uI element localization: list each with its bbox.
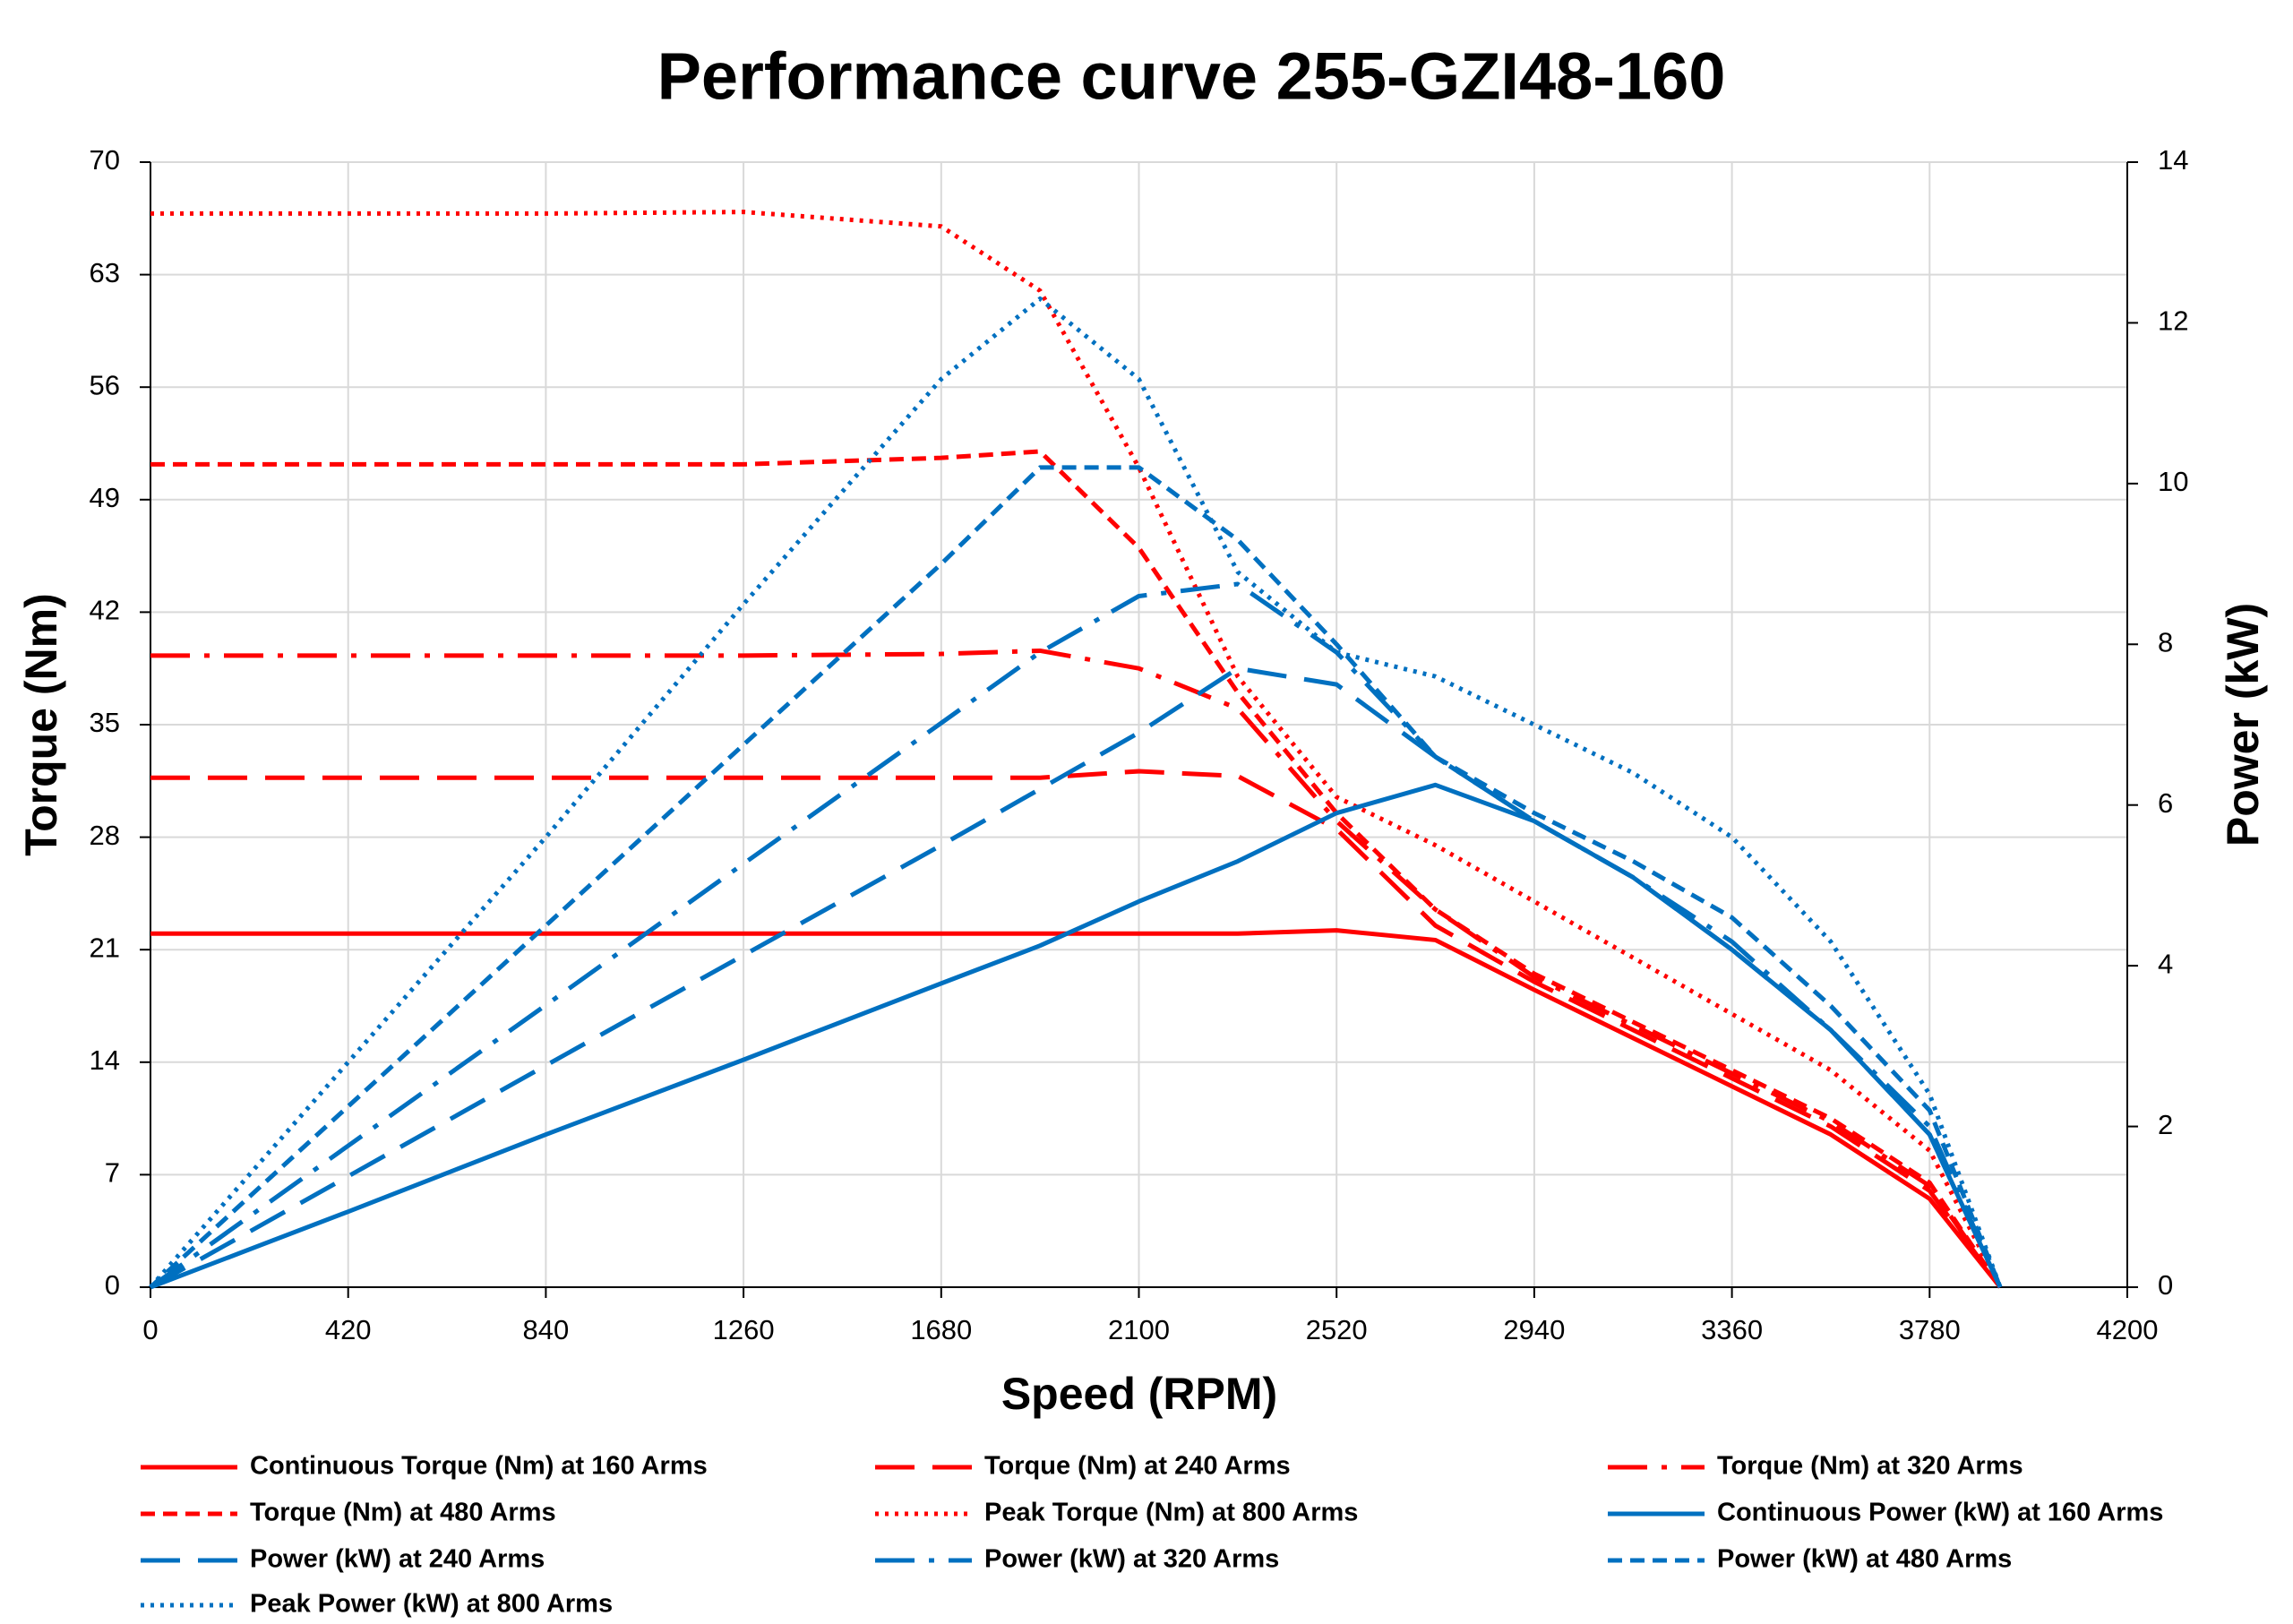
x-tick-label: 3360: [1701, 1314, 1763, 1345]
y2-tick-label: 14: [2158, 144, 2188, 176]
y-tick-label: 63: [90, 257, 120, 288]
y2-tick-label: 8: [2158, 626, 2173, 657]
series-line: [150, 928, 2003, 1289]
x-tick-label: 1260: [713, 1314, 775, 1345]
legend-label: Torque (Nm) at 320 Arms: [1717, 1452, 2023, 1481]
legend-label: Peak Power (kW) at 800 Arms: [250, 1590, 613, 1619]
x-tick-label: 840: [523, 1314, 570, 1345]
x-axis-label: Speed (RPM): [1001, 1369, 1277, 1419]
legend-label: Continuous Torque (Nm) at 160 Arms: [250, 1452, 708, 1481]
y-tick-label: 56: [90, 369, 120, 400]
x-tick-label: 0: [142, 1314, 158, 1345]
legend-label: Torque (Nm) at 240 Arms: [984, 1452, 1291, 1481]
y2-tick-label: 12: [2158, 305, 2188, 337]
y-tick-label: 42: [90, 595, 120, 626]
series-line: [149, 296, 2003, 1289]
y2-tick-label: 0: [2158, 1269, 2173, 1301]
x-tick-label: 1680: [910, 1314, 972, 1345]
series-line: [149, 666, 2003, 1290]
y2-tick-label: 2: [2158, 1109, 2173, 1140]
x-tick-label: 2520: [1306, 1314, 1368, 1345]
y-tick-label: 0: [105, 1269, 120, 1301]
series-line: [150, 769, 2003, 1289]
legend-label: Power (kW) at 240 Arms: [250, 1545, 545, 1574]
y-tick-label: 28: [90, 820, 120, 851]
series-line: [149, 465, 2003, 1289]
series-line: [150, 648, 2003, 1289]
y-tick-label: 7: [105, 1157, 120, 1189]
y-tick-label: 21: [90, 932, 120, 963]
x-tick-label: 420: [325, 1314, 372, 1345]
legend-label: Torque (Nm) at 480 Arms: [250, 1499, 556, 1527]
y2-tick-label: 4: [2158, 948, 2173, 979]
y2-axis-label: Power (kW): [2218, 603, 2268, 846]
series-line: [150, 449, 2003, 1289]
x-tick-label: 2940: [1503, 1314, 1565, 1345]
y-tick-label: 49: [90, 482, 120, 513]
y-tick-label: 35: [90, 707, 120, 738]
x-tick-label: 2100: [1108, 1314, 1170, 1345]
series-line: [150, 782, 2003, 1290]
legend-label: Power (kW) at 480 Arms: [1717, 1545, 2012, 1574]
x-tick-label: 3780: [1899, 1314, 1961, 1345]
legend-label: Peak Torque (Nm) at 800 Arms: [984, 1499, 1358, 1527]
y-axis-label: Torque (Nm): [16, 593, 66, 855]
legend-label: Power (kW) at 320 Arms: [984, 1545, 1279, 1574]
chart-title: Performance curve 255-GZI48-160: [657, 39, 1726, 114]
legend-label: Continuous Power (kW) at 160 Arms: [1717, 1499, 2163, 1527]
x-tick-label: 4200: [2097, 1314, 2159, 1345]
series-line: [149, 581, 2003, 1290]
y2-tick-label: 6: [2158, 787, 2173, 819]
y-tick-label: 14: [90, 1044, 120, 1076]
series-line: [150, 210, 2003, 1289]
y-tick-label: 70: [90, 144, 120, 176]
y2-tick-label: 10: [2158, 466, 2188, 497]
